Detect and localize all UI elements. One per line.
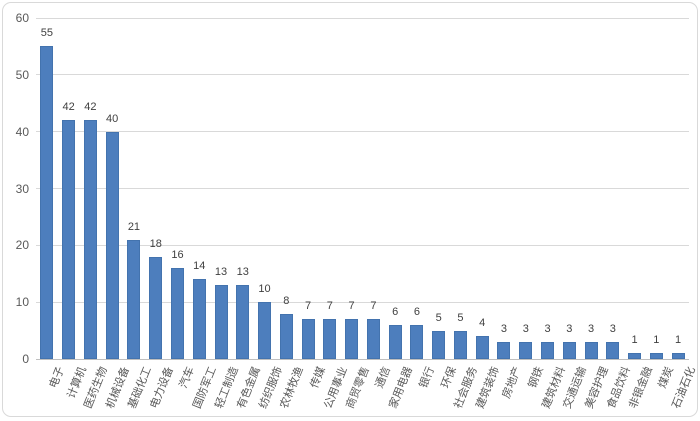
y-gridline [36, 74, 689, 76]
y-gridline [36, 244, 689, 246]
bar [475, 336, 489, 359]
bar-value-label: 14 [193, 260, 206, 272]
bar-value-label: 4 [479, 317, 486, 329]
y-tick-label: 10 [15, 295, 29, 310]
y-tick-label: 50 [15, 67, 29, 82]
bar [236, 285, 250, 359]
bar [62, 120, 76, 359]
bar [606, 342, 620, 359]
plot-area: 55 电子 42 计算机 42 医药生物 40 机械设备 21 基础化工 18 电力设备 16 汽车 14 国… [36, 17, 697, 410]
y-tick-label: 60 [15, 11, 29, 25]
bar [562, 342, 576, 359]
bar-value-label: 3 [609, 323, 616, 335]
bar [105, 132, 119, 359]
bar-value-label: 55 [40, 27, 54, 39]
bar-value-label: 5 [457, 312, 464, 324]
bar-value-label: 13 [214, 266, 228, 278]
y-gridline [36, 17, 689, 19]
bar-value-label: 3 [500, 323, 508, 335]
bar [584, 342, 598, 359]
x-category-label: 银行 [417, 365, 437, 391]
bar [366, 319, 380, 359]
bar [649, 353, 663, 359]
bar-value-label: 13 [236, 266, 249, 278]
bar-value-label: 8 [283, 295, 290, 307]
bar-value-label: 7 [326, 300, 333, 312]
bar-value-label: 40 [106, 113, 119, 125]
bar [301, 319, 315, 359]
bar-value-label: 16 [171, 249, 184, 261]
y-tick-label: 40 [15, 124, 29, 139]
bar-value-label: 5 [435, 312, 442, 324]
bar [671, 353, 685, 359]
bar-value-label: 3 [522, 323, 529, 335]
bar [410, 325, 424, 359]
y-gridline [36, 301, 689, 303]
bar-value-label: 21 [127, 221, 141, 233]
bar-value-label: 42 [62, 101, 75, 113]
bar [497, 342, 511, 359]
bar-value-label: 6 [392, 306, 399, 318]
bar [83, 120, 97, 359]
bar [170, 268, 184, 359]
bar [279, 314, 293, 359]
x-category-label: 传媒 [308, 365, 328, 391]
bar-value-label: 3 [566, 323, 573, 335]
x-axis-line [36, 359, 689, 360]
bar [149, 257, 163, 359]
y-tick-label: 30 [15, 181, 29, 196]
bar [127, 240, 141, 359]
bar [323, 319, 337, 359]
bar-value-label: 3 [544, 323, 551, 335]
y-tick-label: 0 [22, 352, 29, 366]
bar-value-label: 18 [149, 238, 162, 250]
bar-value-label: 7 [305, 300, 312, 312]
x-category-label: 电子 [47, 365, 67, 391]
bar-value-label: 10 [258, 283, 271, 295]
bar [258, 302, 272, 359]
bar-value-label: 7 [370, 300, 377, 312]
bar-value-label: 1 [631, 334, 638, 346]
bar-value-label: 3 [587, 323, 595, 335]
y-gridline [36, 188, 689, 189]
bar [40, 46, 54, 359]
bar-value-label: 1 [653, 334, 660, 346]
bar [192, 279, 206, 359]
bar-value-label: 6 [413, 306, 420, 318]
bar-value-label: 1 [675, 334, 682, 346]
bar [345, 319, 359, 359]
bar-value-label: 42 [84, 101, 97, 113]
bar [388, 325, 402, 359]
y-gridline [36, 131, 689, 133]
bar [453, 331, 467, 359]
bar [519, 342, 533, 359]
bar [628, 353, 642, 359]
x-category-label: 钢铁 [526, 365, 546, 391]
bar [432, 331, 446, 359]
bar [541, 342, 555, 359]
bar-value-label: 7 [348, 300, 355, 312]
y-tick-label: 20 [15, 238, 29, 253]
bar [214, 285, 228, 359]
